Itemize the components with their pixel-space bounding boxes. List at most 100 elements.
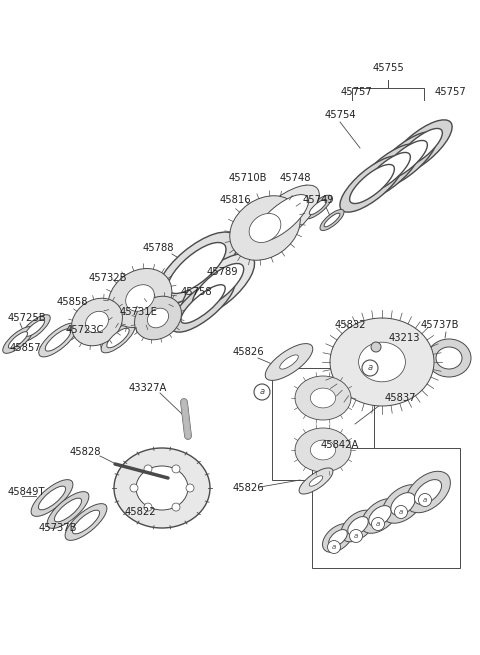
Text: 45737B: 45737B — [421, 320, 459, 330]
Ellipse shape — [320, 210, 344, 231]
Text: 45826: 45826 — [232, 483, 264, 493]
Circle shape — [144, 503, 152, 511]
Text: 45816: 45816 — [219, 195, 251, 205]
Ellipse shape — [406, 472, 450, 513]
Ellipse shape — [147, 309, 168, 328]
Ellipse shape — [311, 440, 336, 460]
Ellipse shape — [72, 298, 122, 346]
Text: 45828: 45828 — [69, 447, 101, 457]
Circle shape — [327, 540, 340, 553]
Ellipse shape — [25, 320, 45, 336]
Text: a: a — [367, 364, 372, 373]
Text: a: a — [259, 388, 264, 396]
Ellipse shape — [356, 144, 420, 200]
Circle shape — [395, 506, 408, 519]
Ellipse shape — [309, 199, 327, 215]
Ellipse shape — [414, 479, 442, 504]
Circle shape — [172, 503, 180, 511]
Text: 45842A: 45842A — [321, 440, 359, 450]
Ellipse shape — [329, 529, 347, 546]
Ellipse shape — [249, 214, 281, 242]
Ellipse shape — [192, 263, 244, 309]
Circle shape — [362, 360, 378, 376]
Ellipse shape — [101, 323, 135, 353]
Ellipse shape — [280, 355, 298, 369]
Ellipse shape — [20, 314, 50, 341]
Ellipse shape — [369, 506, 391, 527]
Ellipse shape — [171, 276, 235, 332]
Text: 45755: 45755 — [372, 63, 404, 73]
Circle shape — [254, 384, 270, 400]
Text: 45788: 45788 — [142, 243, 174, 253]
Ellipse shape — [156, 232, 238, 304]
Ellipse shape — [107, 328, 129, 348]
Bar — [312, 448, 460, 568]
Ellipse shape — [304, 195, 332, 219]
Ellipse shape — [85, 311, 108, 333]
Ellipse shape — [348, 517, 368, 535]
Ellipse shape — [361, 498, 399, 533]
Ellipse shape — [366, 153, 410, 191]
Ellipse shape — [230, 196, 300, 260]
Text: 45822: 45822 — [124, 507, 156, 517]
Text: 45757: 45757 — [434, 87, 466, 97]
Text: 45849T: 45849T — [8, 487, 46, 497]
Text: 45832: 45832 — [334, 320, 366, 330]
Text: 45732B: 45732B — [89, 273, 127, 283]
Circle shape — [186, 484, 194, 492]
Ellipse shape — [47, 492, 89, 529]
Ellipse shape — [181, 253, 254, 318]
Text: a: a — [332, 544, 336, 550]
Ellipse shape — [54, 498, 82, 522]
Ellipse shape — [65, 504, 107, 540]
Text: 45748: 45748 — [279, 173, 311, 183]
Text: 43327A: 43327A — [129, 383, 167, 393]
Text: 45758: 45758 — [180, 287, 212, 297]
Text: 45725B: 45725B — [8, 313, 47, 323]
Text: a: a — [354, 533, 358, 539]
Ellipse shape — [45, 329, 71, 351]
Ellipse shape — [136, 466, 188, 510]
Ellipse shape — [388, 120, 452, 176]
Text: 45710B: 45710B — [229, 173, 267, 183]
Circle shape — [419, 493, 432, 506]
Ellipse shape — [245, 185, 319, 251]
Ellipse shape — [341, 510, 375, 542]
Text: a: a — [399, 509, 403, 515]
Text: a: a — [423, 497, 427, 503]
Circle shape — [349, 529, 362, 542]
Ellipse shape — [397, 128, 443, 168]
Text: 45723C: 45723C — [66, 325, 104, 335]
Circle shape — [372, 517, 384, 531]
Text: 45789: 45789 — [206, 267, 238, 277]
Ellipse shape — [373, 132, 437, 188]
Text: 45826: 45826 — [232, 347, 264, 357]
Ellipse shape — [349, 164, 395, 204]
Text: 45857: 45857 — [9, 343, 41, 353]
Ellipse shape — [72, 510, 99, 534]
Ellipse shape — [391, 493, 415, 515]
Text: 45858: 45858 — [56, 297, 88, 307]
Ellipse shape — [427, 339, 471, 377]
Text: 45837: 45837 — [385, 393, 417, 403]
Text: 45757: 45757 — [340, 87, 372, 97]
Circle shape — [371, 342, 381, 352]
Ellipse shape — [359, 342, 406, 382]
Circle shape — [130, 484, 138, 492]
Ellipse shape — [38, 486, 66, 510]
Ellipse shape — [295, 428, 351, 472]
Ellipse shape — [181, 285, 225, 324]
Circle shape — [144, 465, 152, 473]
Ellipse shape — [39, 323, 77, 357]
Text: a: a — [376, 521, 380, 527]
Ellipse shape — [3, 327, 33, 353]
Ellipse shape — [295, 376, 351, 420]
Ellipse shape — [382, 485, 424, 523]
Ellipse shape — [324, 213, 340, 227]
Ellipse shape — [330, 318, 434, 406]
Ellipse shape — [436, 347, 462, 369]
Ellipse shape — [255, 195, 309, 242]
Ellipse shape — [383, 140, 427, 179]
Ellipse shape — [168, 242, 226, 293]
Ellipse shape — [299, 468, 333, 494]
